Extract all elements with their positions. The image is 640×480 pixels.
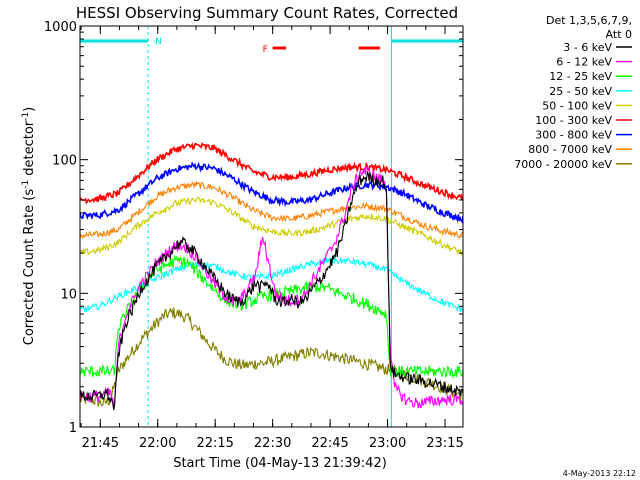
legend-header-line-1: Det 1,3,5,6,7,9, <box>546 14 632 27</box>
y-axis-label-part-3: ) <box>22 107 37 112</box>
x-axis-label: Start Time (04-May-13 21:39:42) <box>173 456 387 471</box>
footer-date: 4-May-2013 22:12 <box>563 469 636 478</box>
y-axis: 1 10 100 1000 <box>44 20 463 436</box>
legend-label: 100 - 300 keV <box>535 114 612 127</box>
y-tick-label: 100 <box>52 154 77 169</box>
series-line-4 <box>80 196 463 257</box>
y-tick-label: 10 <box>60 287 77 302</box>
x-tick-label: 22:15 <box>196 436 233 451</box>
series-line-3 <box>80 256 463 313</box>
x-tick-label: 23:00 <box>369 436 406 451</box>
x-tick-label: 21:45 <box>82 436 119 451</box>
y-axis-label: Corrected Count Rate (s-1 detector-1) <box>21 107 37 345</box>
x-axis: 21:45 22:00 22:15 22:30 22:45 23:00 23:15 <box>80 26 464 451</box>
series-line-8 <box>80 306 463 407</box>
y-tick-label: 1 <box>69 421 77 436</box>
chart-title: HESSI Observing Summary Count Rates, Cor… <box>76 4 458 22</box>
series-line-7 <box>80 180 463 240</box>
legend: Det 1,3,5,6,7,9, Att 0 3 - 6 keV 6 - 12 k… <box>514 14 632 171</box>
series-line-6 <box>80 161 463 224</box>
series-line-5 <box>80 142 463 205</box>
series-line-0 <box>80 170 463 411</box>
x-tick-label: 23:15 <box>426 436 463 451</box>
y-axis-label-exp-1: -1 <box>21 180 31 189</box>
series-line-2 <box>80 254 463 379</box>
legend-label: 7000 - 20000 keV <box>514 158 612 171</box>
series-line-1 <box>80 166 463 409</box>
legend-label: 12 - 25 keV <box>549 70 612 83</box>
y-tick-label: 1000 <box>44 20 77 35</box>
x-tick-label: 22:00 <box>139 436 176 451</box>
plot-frame <box>79 25 464 428</box>
flare-marker-label: F <box>263 45 268 55</box>
legend-header-line-2: Att 0 <box>606 28 632 41</box>
legend-label: 50 - 100 keV <box>542 99 612 112</box>
night-marker-label: N <box>155 37 162 47</box>
y-axis-label-part-1: Corrected Count Rate (s <box>22 189 37 346</box>
x-tick-label: 22:30 <box>254 436 291 451</box>
legend-label: 800 - 7000 keV <box>528 143 612 156</box>
y-axis-label-exp-2: -1 <box>21 112 31 121</box>
legend-label: 3 - 6 keV <box>563 41 612 54</box>
y-axis-label-part-2: detector <box>22 120 37 180</box>
legend-label: 6 - 12 keV <box>556 56 612 69</box>
legend-label: 25 - 50 keV <box>549 85 612 98</box>
x-tick-label: 22:45 <box>311 436 348 451</box>
legend-label: 300 - 800 keV <box>535 129 612 142</box>
